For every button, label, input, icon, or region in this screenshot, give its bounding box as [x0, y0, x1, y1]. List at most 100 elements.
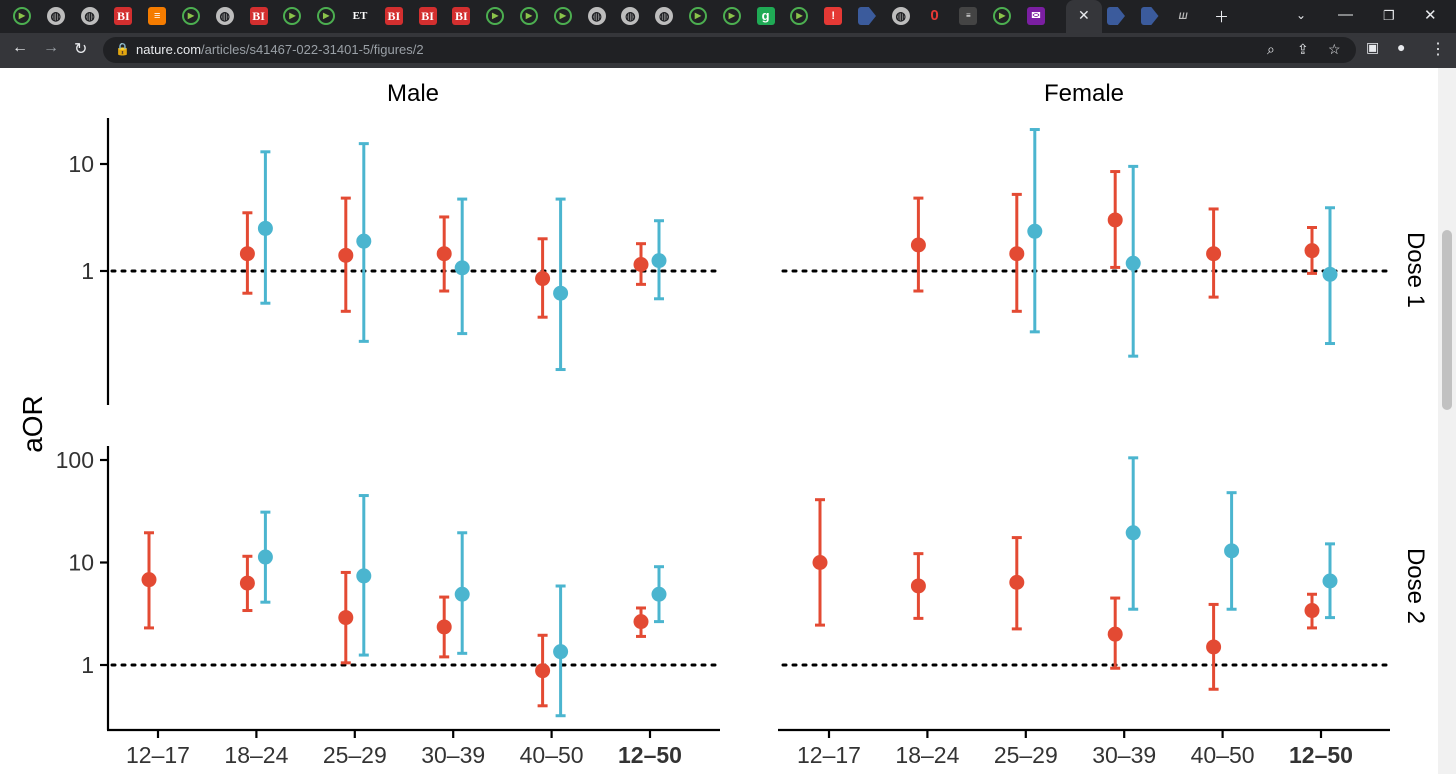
globe-icon[interactable]: ◍: [621, 7, 640, 25]
restore-icon[interactable]: ❐: [1383, 8, 1395, 23]
globe-icon[interactable]: ◍: [46, 7, 65, 25]
url-host: nature.com: [136, 42, 202, 57]
tab-search-icon[interactable]: ⌄: [1296, 8, 1307, 22]
rumble-icon[interactable]: ▶: [317, 7, 336, 25]
lock-icon[interactable]: 🔒: [115, 42, 130, 56]
data-point: [633, 614, 649, 630]
data-point: [436, 619, 452, 635]
data-point: [1304, 603, 1320, 619]
data-point: [1009, 246, 1025, 262]
forward-icon[interactable]: →: [43, 39, 59, 56]
bookmark-icon[interactable]: ≡: [148, 7, 167, 25]
data-point: [812, 555, 828, 570]
rumble-icon[interactable]: ▶: [689, 7, 707, 25]
y-tick-label: 1: [81, 652, 94, 678]
x-tick-label: 18–24: [224, 742, 288, 768]
data-point: [141, 572, 157, 588]
data-point: [338, 610, 354, 626]
y-tick-label: 10: [68, 550, 94, 576]
data-point: [633, 257, 649, 273]
scroll-thumb[interactable]: [1442, 230, 1452, 410]
rumble-icon[interactable]: ▶: [993, 7, 1012, 25]
close-window-icon[interactable]: ✕: [1424, 7, 1437, 24]
data-point: [910, 237, 926, 253]
reload-icon[interactable]: ↻: [74, 41, 88, 58]
plain-tab-icon[interactable]: Ш: [1178, 11, 1188, 21]
x-tick-label: 12–50: [1289, 742, 1353, 768]
g-icon[interactable]: g: [756, 7, 775, 25]
globe-icon[interactable]: ◍: [655, 7, 674, 25]
alert-icon[interactable]: !: [824, 7, 843, 25]
data-point: [1009, 574, 1025, 590]
y-tick-label: 10: [68, 151, 94, 177]
panel-male-dose-1: 1 10: [68, 118, 722, 405]
zero-icon[interactable]: 0: [930, 7, 939, 24]
news-icon[interactable]: ≡: [959, 7, 978, 25]
data-point: [257, 220, 273, 236]
x-tick-label: 25–29: [994, 742, 1058, 768]
panel-male-dose-2: 1 10 100 12–17 18–24 25–29 30–39 40–50 12–50: [56, 446, 722, 768]
mail-icon[interactable]: ✉: [1027, 7, 1045, 25]
data-point: [651, 253, 667, 269]
globe-icon[interactable]: ◍: [587, 7, 606, 25]
data-point: [535, 271, 551, 287]
data-point: [239, 246, 255, 262]
rumble-icon[interactable]: ▶: [182, 7, 200, 25]
globe-icon[interactable]: ◍: [891, 7, 910, 25]
side-panel-icon[interactable]: ▣: [1366, 39, 1380, 55]
back-icon[interactable]: ←: [12, 39, 28, 56]
row-label-dose-2: Dose 2: [1402, 548, 1429, 624]
data-point: [1107, 212, 1123, 228]
arrow-tab-icon[interactable]: [1140, 7, 1159, 25]
panel-female-dose-2: 12–17 18–24 25–29 30–39 40–50 12–50: [778, 456, 1392, 768]
data-point: [454, 260, 470, 276]
panel-title-male: Male: [387, 80, 439, 107]
address-bar[interactable]: 🔒 nature.com/articles/s41467-022-31401-5…: [103, 37, 1356, 63]
bi-icon[interactable]: BI: [418, 7, 437, 25]
close-tab-icon[interactable]: ✕: [1078, 7, 1090, 23]
bi-icon[interactable]: BI: [249, 7, 268, 25]
rumble-icon[interactable]: ▶: [553, 7, 572, 25]
data-point: [1224, 543, 1240, 559]
zoom-icon[interactable]: ⌕: [1267, 41, 1275, 57]
menu-icon[interactable]: ⋮: [1430, 41, 1446, 58]
bi-icon[interactable]: BI: [384, 7, 403, 25]
arrow-tab-icon[interactable]: [858, 7, 876, 25]
x-tick-label: 25–29: [323, 742, 387, 768]
page-scrollbar[interactable]: [1438, 68, 1456, 774]
active-tab[interactable]: ✕: [1066, 0, 1102, 33]
data-point: [257, 549, 273, 565]
rumble-icon[interactable]: ▶: [790, 7, 809, 25]
data-point: [436, 246, 452, 262]
url-text[interactable]: nature.com/articles/s41467-022-31401-5/f…: [136, 42, 424, 57]
data-point: [356, 233, 372, 249]
data-point: [454, 586, 470, 602]
rumble-icon[interactable]: ▶: [486, 7, 505, 25]
new-tab-icon[interactable]: ＋: [1214, 9, 1230, 26]
et-icon[interactable]: ET: [351, 7, 369, 25]
rumble-icon[interactable]: ▶: [283, 7, 302, 25]
rumble-icon[interactable]: ▶: [13, 7, 31, 25]
bi-icon[interactable]: BI: [114, 7, 133, 25]
star-icon[interactable]: ☆: [1328, 41, 1341, 57]
rumble-icon[interactable]: ▶: [520, 7, 538, 25]
profile-icon[interactable]: ●: [1397, 39, 1406, 55]
data-point: [239, 575, 255, 591]
rumble-icon[interactable]: ▶: [722, 7, 741, 25]
globe-icon[interactable]: ◍: [80, 7, 99, 25]
arrow-tab-icon[interactable]: [1107, 7, 1125, 25]
y-axis-label: aOR: [17, 395, 48, 453]
x-tick-label: 30–39: [1092, 742, 1156, 768]
minimize-icon[interactable]: —: [1338, 6, 1353, 23]
panel-title-female: Female: [1044, 80, 1124, 107]
data-point: [910, 578, 926, 594]
bi-icon[interactable]: BI: [452, 7, 471, 25]
data-point: [553, 644, 569, 660]
globe-icon[interactable]: ◍: [215, 7, 234, 25]
data-point: [1027, 223, 1043, 239]
data-point: [651, 586, 667, 602]
share-icon[interactable]: ⇪: [1297, 41, 1309, 57]
x-tick-label: 30–39: [421, 742, 485, 768]
data-point: [1107, 626, 1123, 642]
